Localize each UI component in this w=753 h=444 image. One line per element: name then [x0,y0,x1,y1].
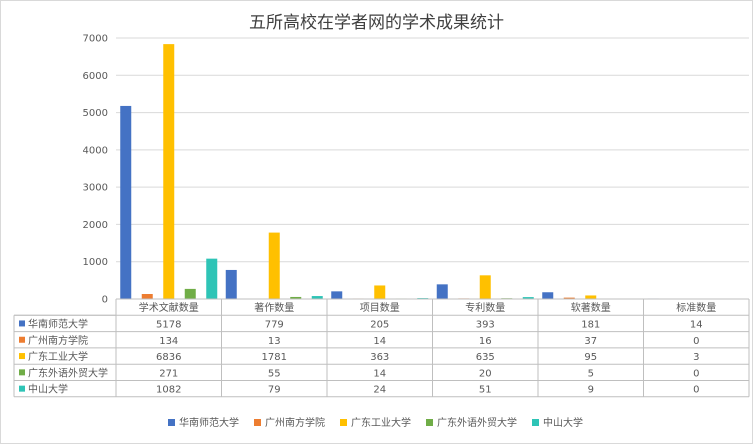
y-tick-label: 3000 [83,183,108,194]
bar-3-4 [479,275,491,299]
table-legend-key [19,336,25,343]
table-series-label: 华南师范大学 [28,317,88,330]
category-label: 著作数量 [254,301,294,314]
y-tick-label: 2000 [83,220,108,231]
y-tick-label: 1000 [83,257,108,268]
category-label: 学术文献数量 [139,301,199,314]
table-value: 0 [693,368,699,379]
bar-3-3 [374,285,386,299]
table-series-label: 广州南方学院 [28,334,88,347]
table-value: 205 [370,319,389,330]
bar-3-1 [163,44,175,300]
bar-1-5 [542,292,554,299]
legend-label: 广东工业大学 [351,416,411,429]
legend-label: 中山大学 [543,416,583,429]
table-series-label: 广东外语外贸大学 [28,366,108,379]
table-value: 5 [588,368,594,379]
table-value: 9 [588,385,594,396]
table-value: 14 [690,319,703,330]
table-value: 24 [373,385,386,396]
table-value: 16 [479,336,492,347]
table-value: 95 [584,352,597,363]
legend-key [340,419,347,426]
table-value: 14 [373,336,386,347]
table-value: 363 [370,352,389,363]
table-value: 134 [159,336,178,347]
category-label: 专利数量 [465,301,505,314]
table-value: 6836 [156,352,181,363]
bar-1-2 [225,269,237,299]
bar-2-1 [141,294,153,299]
table-value: 37 [584,336,597,347]
legend-key [254,419,261,426]
table-legend-key [19,320,25,327]
table-value: 635 [476,352,495,363]
table-value: 181 [581,319,600,330]
table-value: 55 [268,368,281,379]
table-value: 393 [476,319,495,330]
legend-key [532,419,539,426]
table-value: 20 [479,368,492,379]
bar-2-5 [563,297,575,299]
legend-label: 华南师范大学 [179,416,239,429]
category-label: 项目数量 [360,301,400,314]
table-value: 51 [479,385,492,396]
bar-1-3 [331,291,343,299]
table-value: 79 [268,385,281,396]
legend-label: 广东外语外贸大学 [437,416,517,429]
bar-4-2 [290,296,302,299]
y-tick-label: 5000 [83,108,108,119]
table-legend-key [19,369,25,376]
table-value: 3 [693,352,699,363]
legend-key [168,419,175,426]
category-label: 软著数量 [571,301,611,314]
table-value: 0 [693,385,699,396]
category-label: 标准数量 [676,301,716,314]
bar-5-1 [206,258,218,299]
legend-key [426,419,433,426]
bar-3-2 [268,232,280,299]
table-value: 5178 [156,319,181,330]
y-tick-label: 6000 [83,71,108,82]
table-value: 271 [159,368,178,379]
table-legend-key [19,385,25,392]
bar-5-2 [311,296,323,299]
chart-title: 五所高校在学者网的学术成果统计 [249,13,504,33]
y-tick-label: 4000 [83,145,108,156]
bar-1-1 [120,105,132,299]
bar-1-4 [436,284,448,299]
bar-4-1 [184,288,196,299]
table-series-label: 中山大学 [28,383,68,396]
table-value: 1082 [156,385,181,396]
table-value: 13 [268,336,281,347]
table-value: 1781 [262,352,287,363]
table-value: 0 [693,336,699,347]
bar-5-4 [522,297,534,299]
y-tick-label: 0 [102,295,108,306]
table-value: 14 [373,368,386,379]
legend-label: 广州南方学院 [265,416,325,429]
table-value: 779 [265,319,284,330]
table-series-label: 广东工业大学 [28,350,88,363]
bar-3-5 [585,295,597,299]
y-tick-label: 7000 [83,34,108,45]
table-legend-key [19,353,25,360]
